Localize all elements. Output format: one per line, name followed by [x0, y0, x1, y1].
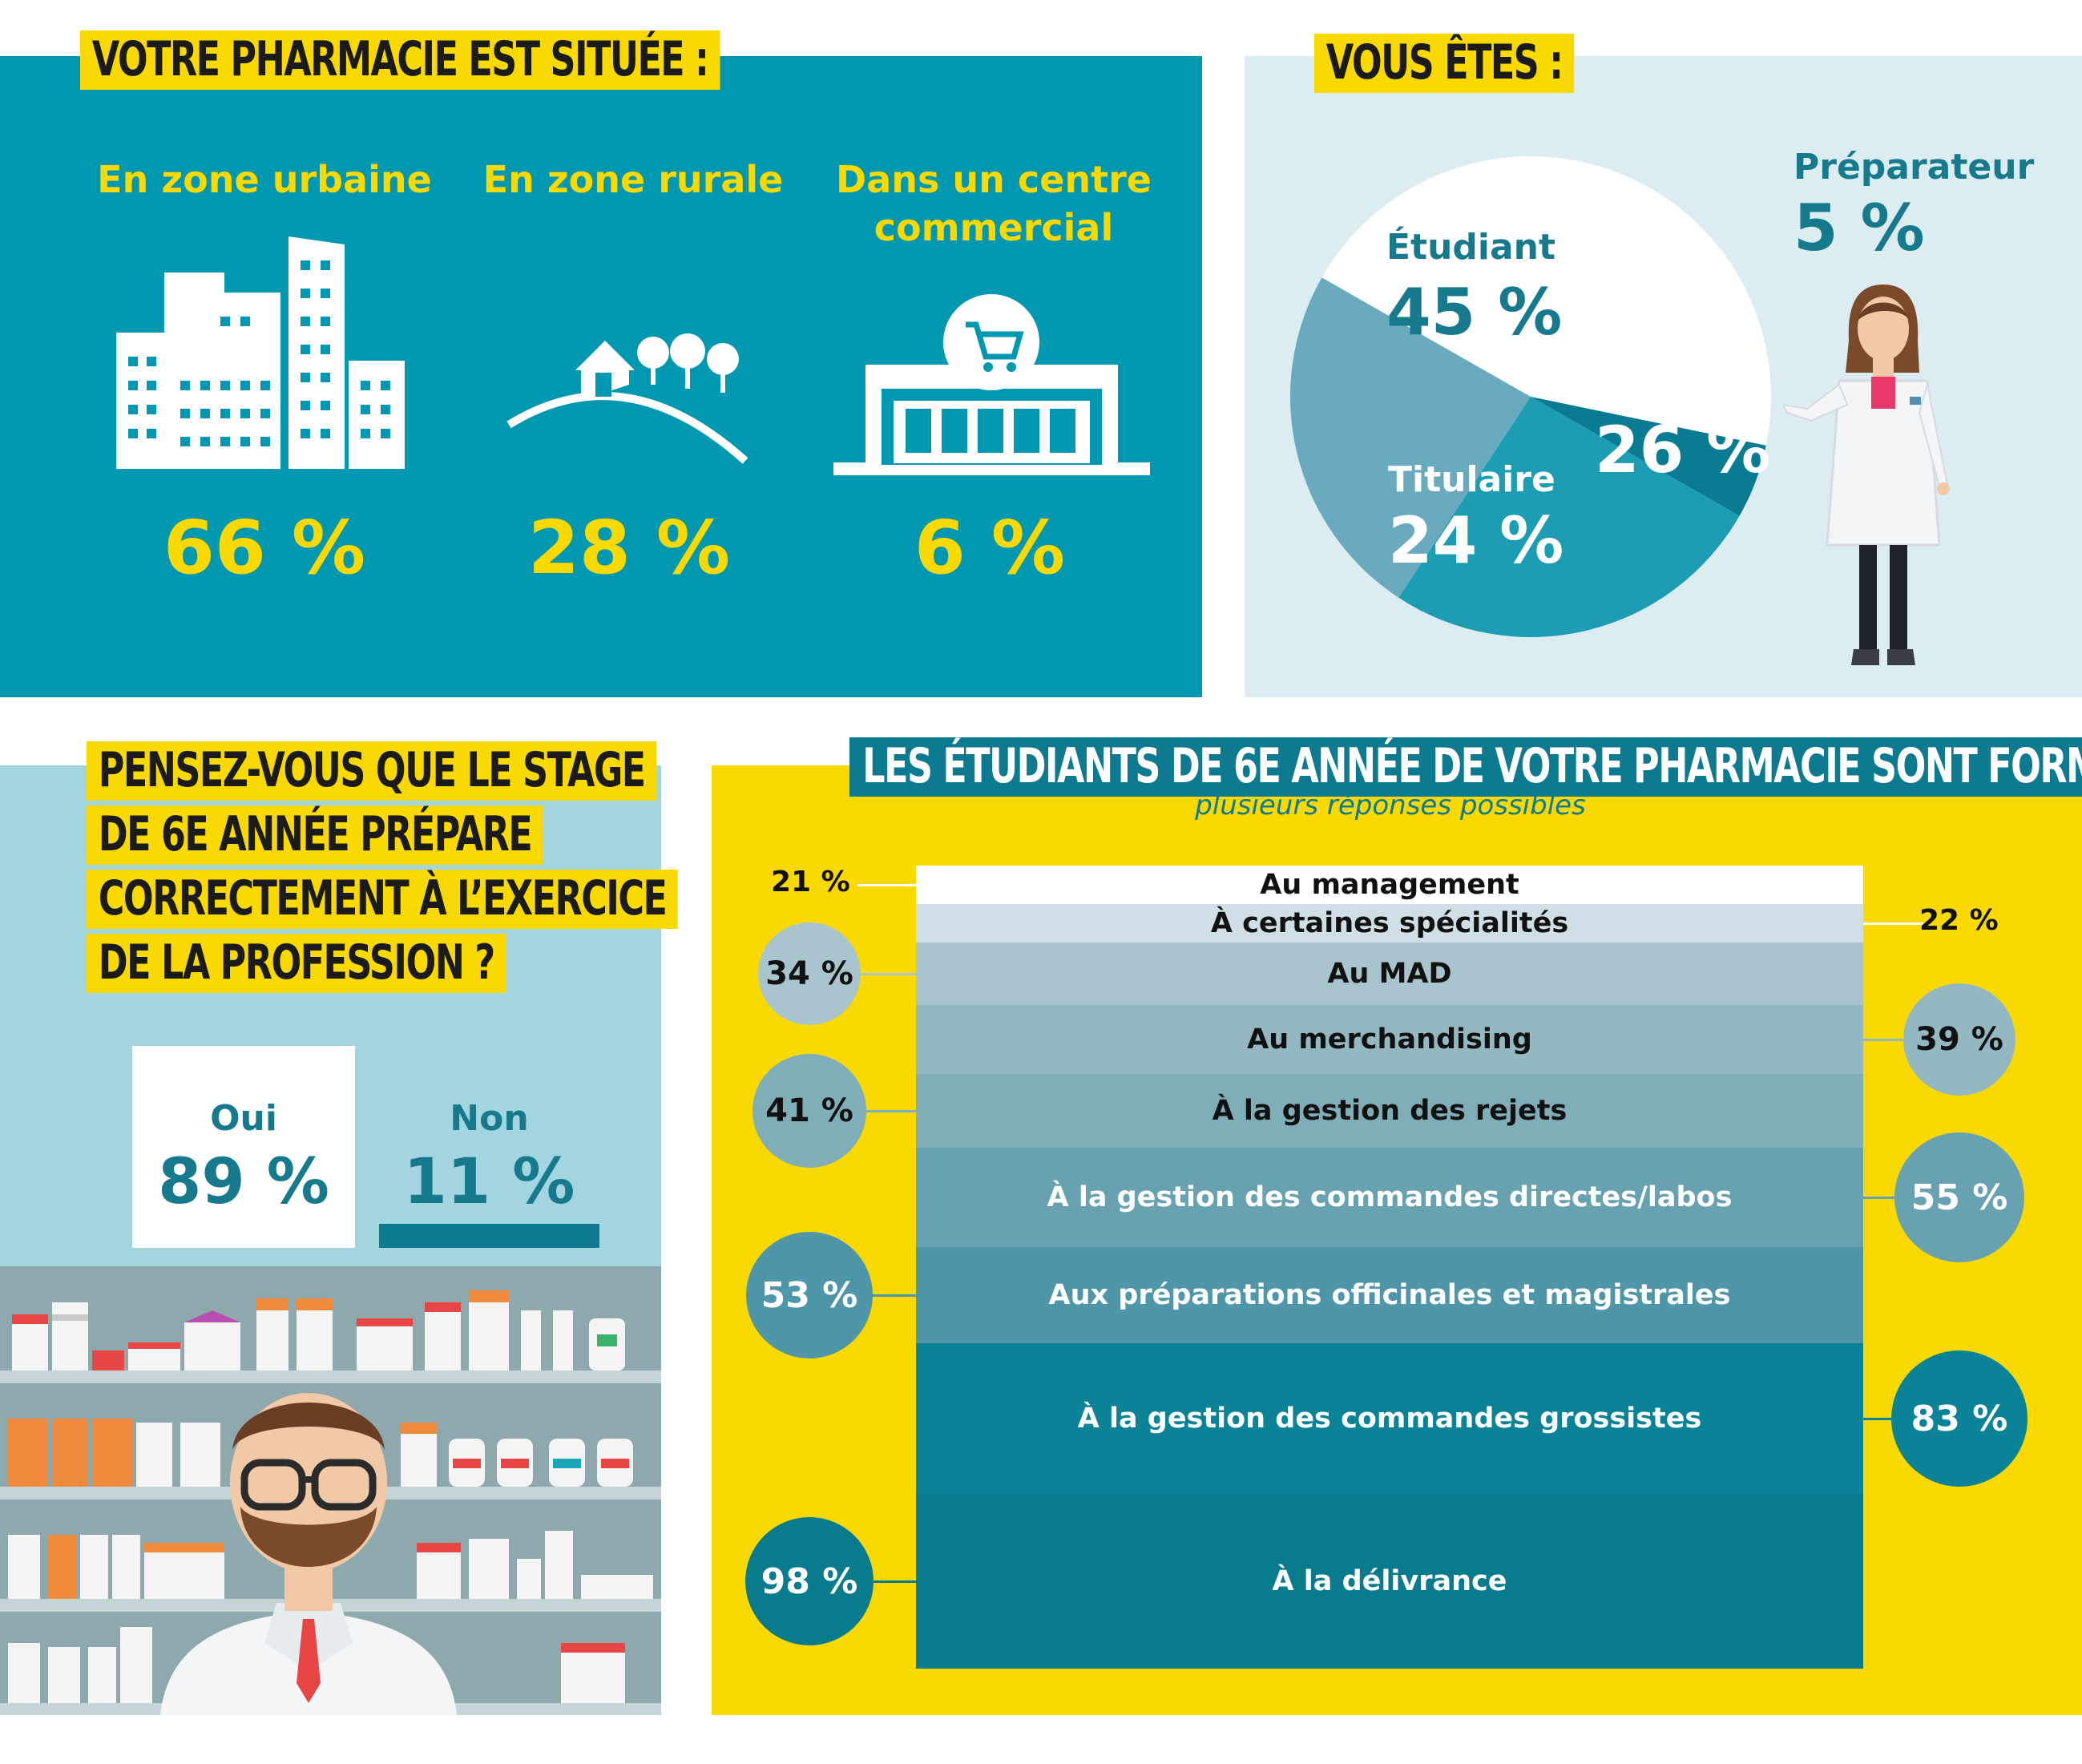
bar-connector-7	[857, 1294, 916, 1297]
loc-value-commercial: 6 %	[914, 505, 1066, 591]
location-title: VOTRE PHARMACIE EST SITUÉE :	[80, 30, 720, 90]
oui-box	[132, 1046, 355, 1248]
bar-value-5: 41 %	[753, 1054, 866, 1168]
bar-connector-9	[857, 1580, 916, 1583]
bar-7: Aux préparations officinales et magistra…	[916, 1247, 1863, 1343]
pie-value-preparateur: 5 %	[1794, 191, 1925, 265]
bar-value-9: 98 %	[745, 1517, 874, 1645]
bar-value-6: 55 %	[1894, 1132, 2024, 1262]
training-subtitle: plusieurs réponses possibles	[1195, 789, 1586, 821]
bar-8: À la gestion des commandes grossistes	[916, 1343, 1863, 1494]
stage-title-line-1: PENSEZ-VOUS QUE LE STAGE	[87, 741, 657, 801]
pharmacy-shelves-illustration	[0, 1266, 661, 1715]
bar-4: Au merchandising	[916, 1005, 1863, 1074]
shopping-center-icon	[833, 294, 1150, 475]
countryside-house-icon	[506, 333, 748, 464]
loc-label-commercial: Dans un centre commercial	[836, 158, 1152, 249]
training-title: LES ÉTUDIANTS DE 6E ANNÉE DE VOTRE PHARM…	[849, 737, 2082, 797]
bar-label-6: À la gestion des commandes directes/labo…	[1047, 1181, 1733, 1213]
bar-connector-2	[1863, 922, 1923, 925]
pie-value-adjoint: 26 %	[1595, 413, 1771, 487]
bar-label-3: Au MAD	[1327, 958, 1452, 990]
pie-slice-2	[1531, 397, 1766, 516]
bar-connector-5	[857, 1110, 916, 1112]
pie-value-titulaire: 24 %	[1388, 503, 1564, 578]
non-label: Non	[450, 1098, 529, 1139]
bar-value-1: 21 %	[771, 866, 850, 898]
bar-connector-3	[857, 973, 916, 975]
pie-slice-4	[1290, 277, 1531, 598]
bar-label-5: À la gestion des rejets	[1212, 1095, 1568, 1127]
bar-label-9: À la délivrance	[1272, 1565, 1507, 1597]
pie-slice-3	[1398, 397, 1740, 637]
bar-value-4: 39 %	[1903, 983, 2015, 1096]
stage-title-line-2: DE 6E ANNÉE PRÉPARE	[87, 805, 544, 865]
pie-value-etudiant: 45 %	[1386, 275, 1563, 349]
role-title: VOUS ÊTES :	[1314, 34, 1575, 93]
bar-label-8: À la gestion des commandes grossistes	[1077, 1403, 1702, 1435]
loc-value-rural: 28 %	[527, 505, 731, 591]
bar-9: À la délivrance	[916, 1494, 1863, 1669]
bar-value-7: 53 %	[746, 1232, 873, 1358]
bar-1: Au management	[916, 866, 1863, 904]
bar-label-7: Aux préparations officinales et magistra…	[1048, 1279, 1731, 1311]
pie-label-adjoint: Adjoint	[1595, 371, 1738, 412]
bar-label-1: Au management	[1260, 869, 1519, 901]
bar-3: Au MAD	[916, 943, 1863, 1005]
loc-label-urban: En zone urbaine	[97, 158, 432, 201]
oui-value: 89 %	[158, 1146, 329, 1218]
loc-label-rural: En zone rurale	[482, 158, 784, 201]
bar-label-2: À certaines spécialités	[1210, 907, 1569, 939]
non-bar	[379, 1224, 599, 1248]
bar-connector-4	[1863, 1039, 1923, 1041]
pie-label-etudiant: Étudiant	[1386, 227, 1556, 268]
pie-label-preparateur: Préparateur	[1794, 147, 2035, 188]
bar-5: À la gestion des rejets	[916, 1074, 1863, 1148]
pharmacist-woman-illustration	[1783, 285, 1950, 665]
bar-connector-6	[1863, 1197, 1923, 1199]
bar-connector-1	[857, 884, 916, 886]
non-value: 11 %	[403, 1146, 575, 1218]
bar-value-3: 34 %	[758, 922, 861, 1025]
city-buildings-icon	[116, 236, 405, 469]
bar-value-8: 83 %	[1891, 1350, 2028, 1487]
bar-label-4: Au merchandising	[1247, 1023, 1532, 1056]
bar-6: À la gestion des commandes directes/labo…	[916, 1148, 1863, 1247]
loc-value-urban: 66 %	[163, 505, 366, 591]
role-pie-chart	[1290, 155, 1771, 637]
oui-label: Oui	[210, 1098, 277, 1139]
bar-value-2: 22 %	[1919, 904, 1999, 937]
stage-title-line-4: DE LA PROFESSION ?	[87, 934, 506, 993]
bar-2: À certaines spécialités	[916, 904, 1863, 943]
pie-slice-1	[1321, 155, 1771, 446]
pie-label-titulaire: Titulaire	[1388, 459, 1555, 500]
stage-title-line-3: CORRECTEMENT À L’EXERCICE	[87, 870, 679, 929]
